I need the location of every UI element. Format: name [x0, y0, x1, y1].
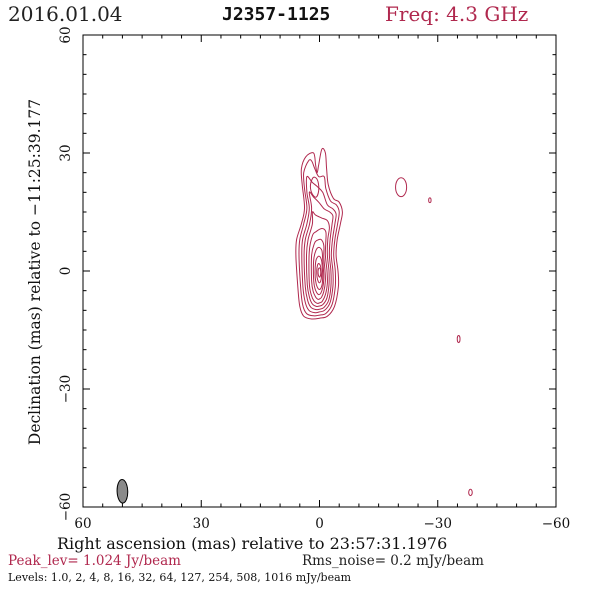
contour-level-9-9	[316, 262, 323, 284]
contour-level-8-8	[314, 255, 324, 291]
contour-level-1-11	[309, 176, 320, 198]
y-tick-label: −30	[58, 375, 74, 404]
contour-level-0-0	[295, 147, 343, 320]
contour-level-5-5	[308, 227, 328, 304]
contour-level-4-4	[305, 211, 330, 308]
knot-layer	[395, 177, 473, 497]
frequency-label: Freq: 4.3 GHz	[385, 2, 529, 26]
peak-level: Peak_lev= 1.024 Jy/beam	[8, 553, 181, 569]
rms-noise: Rms_noise= 0.2 mJy/beam	[302, 553, 484, 569]
knot-contour-3	[468, 488, 473, 497]
knot-contour-0	[395, 177, 408, 198]
beam-layer	[116, 478, 129, 504]
contour-level-6-6	[310, 238, 326, 300]
y-tick-label: 60	[58, 26, 74, 43]
contour-level-1-1	[298, 159, 340, 317]
contour-level-10-10	[317, 267, 322, 278]
plot-frame	[82, 34, 557, 508]
knot-contour-1	[428, 197, 432, 204]
x-tick-label: 30	[193, 516, 210, 532]
source-name: J2357-1125	[222, 4, 331, 25]
contour-level-2-2	[301, 175, 337, 314]
knot-contour-2	[456, 334, 461, 344]
observation-date: 2016.01.04	[8, 2, 123, 26]
y-tick-label: 0	[58, 267, 74, 276]
y-axis-label: Declination (mas) relative to −11:25:39.…	[26, 99, 44, 445]
x-axis-label: Right ascension (mas) relative to 23:57:…	[57, 534, 448, 553]
contour-layer	[295, 147, 343, 320]
tick-layer	[83, 35, 556, 507]
beam-ellipse	[116, 478, 129, 504]
x-tick-label: 0	[315, 516, 324, 532]
contour-level-7-7	[312, 246, 325, 296]
x-tick-label: −30	[424, 516, 453, 532]
y-tick-label: −60	[58, 493, 74, 522]
contour-level-3-3	[303, 191, 334, 311]
contour-levels: Levels: 1.0, 2, 4, 8, 16, 32, 64, 127, 2…	[8, 571, 352, 584]
x-tick-label: −60	[542, 516, 571, 532]
x-tick-label: 60	[74, 516, 91, 532]
y-tick-label: 30	[58, 144, 74, 161]
